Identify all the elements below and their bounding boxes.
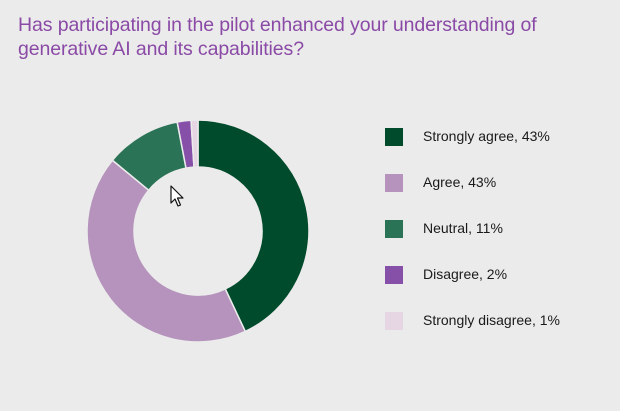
chart-title: Has participating in the pilot enhanced …	[18, 14, 537, 60]
legend-item-agree: Agree, 43%	[385, 173, 615, 193]
legend-label: Strongly agree, 43%	[423, 128, 550, 144]
legend-item-neutral: Neutral, 11%	[385, 219, 615, 239]
legend-label: Strongly disagree, 1%	[423, 312, 560, 328]
legend-swatch	[385, 128, 403, 146]
legend-swatch	[385, 266, 403, 284]
legend-item-disagree: Disagree, 2%	[385, 265, 615, 285]
legend-label: Agree, 43%	[423, 174, 497, 190]
donut-slice-strongly-disagree	[190, 119, 199, 168]
donut-slice-strongly-agree	[197, 119, 310, 333]
donut-slice-agree	[86, 159, 247, 343]
legend-item-strongly-disagree: Strongly disagree, 1%	[385, 311, 615, 331]
legend-label: Disagree, 2%	[423, 266, 508, 282]
legend-swatch	[385, 220, 403, 238]
legend-item-strongly-agree: Strongly agree, 43%	[385, 127, 615, 147]
legend-label: Neutral, 11%	[423, 220, 503, 236]
legend-swatch	[385, 312, 403, 330]
mouse-cursor-icon	[170, 185, 184, 207]
legend-swatch	[385, 174, 403, 192]
